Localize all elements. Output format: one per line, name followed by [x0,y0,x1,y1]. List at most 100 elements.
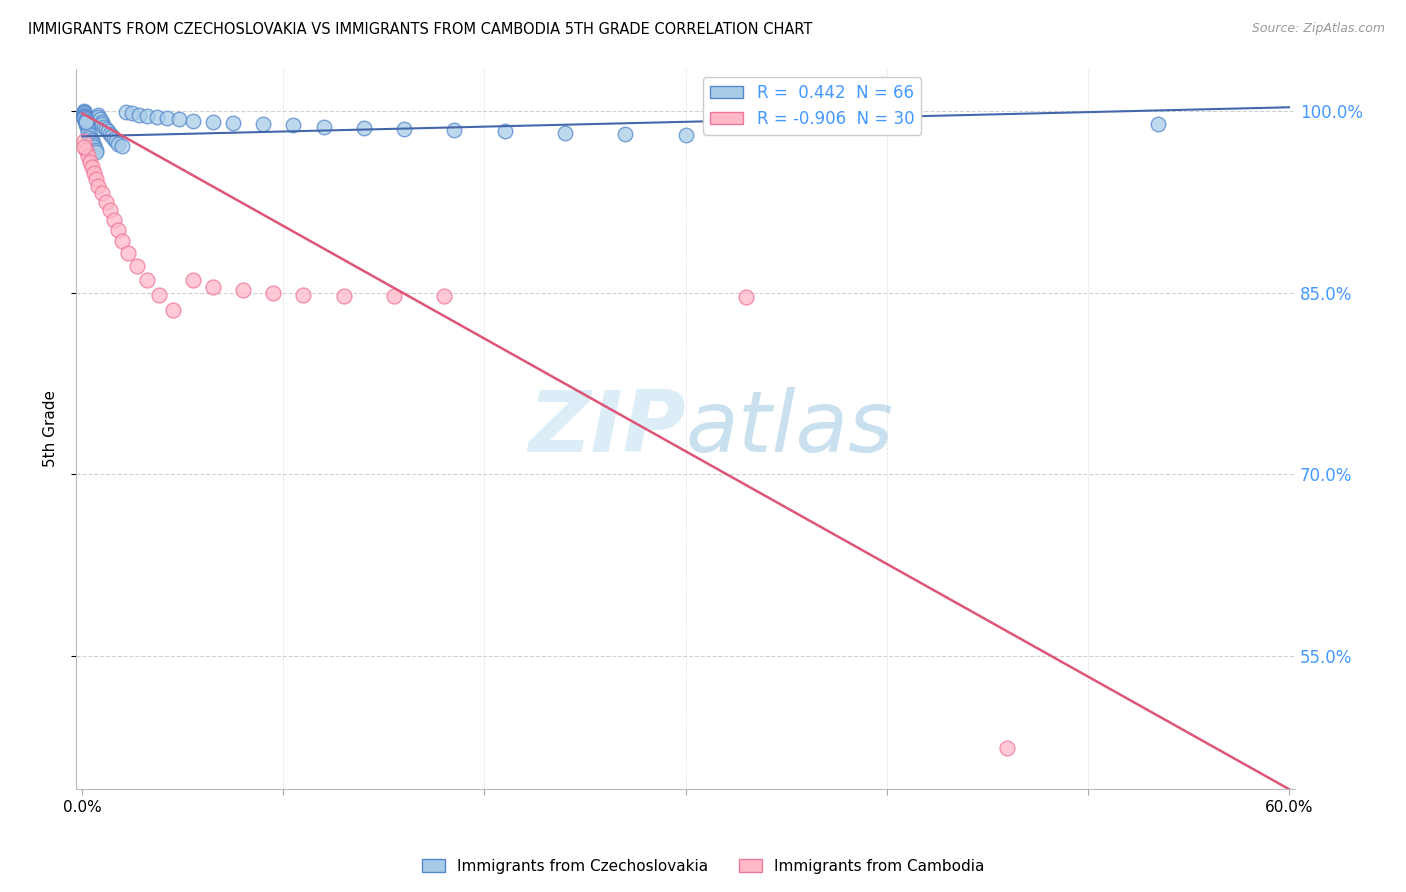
Point [382,289,405,303]
Point [96,122,118,136]
Text: ZIP: ZIP [529,387,686,470]
Point [75,113,97,128]
Point [1147,117,1170,131]
Point [77,123,100,137]
Point [79,130,101,145]
Point [84,145,107,160]
Point [73,134,96,148]
Point [121,106,143,120]
Point [332,289,354,303]
Point [82,160,104,174]
Point [91,117,114,131]
Point [145,110,167,124]
Point [167,112,190,127]
Point [91,186,114,201]
Point [222,116,245,130]
Point [111,139,134,153]
Point [614,127,637,141]
Point [83,140,105,154]
Point [73,112,96,127]
Point [73,140,96,154]
Point [75,112,97,127]
Point [87,110,110,124]
Point [73,106,96,120]
Point [115,105,138,120]
Point [75,143,97,157]
Point [135,273,157,287]
Legend: Immigrants from Czechoslovakia, Immigrants from Cambodia: Immigrants from Czechoslovakia, Immigran… [416,853,990,880]
Point [84,171,107,186]
Point [148,288,170,302]
Point [83,137,105,152]
Point [201,279,224,293]
Point [73,105,96,120]
Point [443,123,465,137]
Point [554,126,576,140]
Point [73,109,96,123]
Point [77,149,100,163]
Point [91,115,114,129]
Point [392,122,415,136]
Point [98,127,121,141]
Point [292,288,315,302]
Point [252,117,274,131]
Point [128,107,150,121]
Point [75,113,97,128]
Point [101,129,124,144]
Point [73,107,96,121]
Y-axis label: 5th Grade: 5th Grade [44,391,58,467]
Point [232,283,254,297]
Point [73,109,96,123]
Point [73,106,96,120]
Point [735,290,758,304]
Point [156,111,179,125]
Point [73,103,96,118]
Point [73,110,96,124]
Point [162,302,184,317]
Point [83,166,105,180]
Point [105,134,128,148]
Point [82,136,104,150]
Point [77,126,100,140]
Point [96,194,118,209]
Text: atlas: atlas [686,387,894,470]
Point [75,111,97,125]
Point [75,119,97,133]
Point [73,110,96,124]
Point [75,116,97,130]
Point [125,259,148,273]
Point [82,133,104,147]
Point [84,143,107,157]
Point [181,273,204,287]
Point [79,128,101,142]
Point [997,741,1019,756]
Point [262,285,284,300]
Point [98,203,121,218]
Point [73,111,96,125]
Text: IMMIGRANTS FROM CZECHOSLOVAKIA VS IMMIGRANTS FROM CAMBODIA 5TH GRADE CORRELATION: IMMIGRANTS FROM CZECHOSLOVAKIA VS IMMIGR… [28,22,813,37]
Point [75,115,97,129]
Point [353,120,375,135]
Point [93,120,115,134]
Point [103,213,125,227]
Point [103,132,125,146]
Point [181,113,204,128]
Point [494,124,516,138]
Point [117,245,139,260]
Legend: R =  0.442  N = 66, R = -0.906  N = 30: R = 0.442 N = 66, R = -0.906 N = 30 [703,77,921,135]
Point [107,136,129,151]
Point [201,115,224,129]
Text: Source: ZipAtlas.com: Source: ZipAtlas.com [1251,22,1385,36]
Point [87,107,110,121]
Point [433,289,456,303]
Point [79,154,101,169]
Point [73,107,96,121]
Point [97,124,120,138]
Point [77,120,100,135]
Point [312,120,335,134]
Point [111,234,134,248]
Point [675,128,697,142]
Point [87,179,110,194]
Point [283,119,305,133]
Point [107,222,129,236]
